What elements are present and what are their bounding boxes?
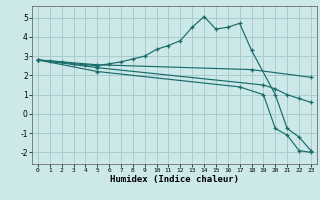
X-axis label: Humidex (Indice chaleur): Humidex (Indice chaleur) bbox=[110, 175, 239, 184]
